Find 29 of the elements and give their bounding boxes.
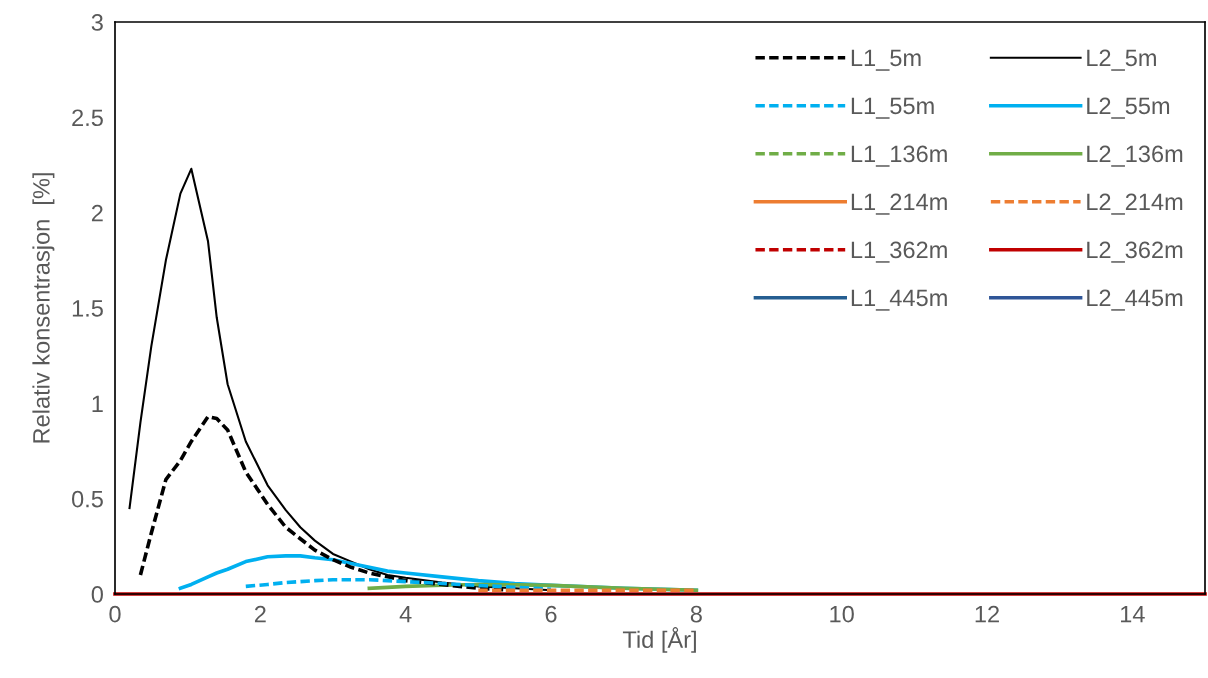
x-tick-label: 12 [975,605,999,623]
legend-label: L1_5m [851,49,921,71]
x-tick-label: 10 [830,605,854,623]
x-tick-label: 14 [1121,605,1145,623]
legend-label: L1_445m [851,289,947,311]
y-tick-label: 2 [91,204,103,222]
legend-label: L2_445m [1087,289,1183,311]
x-tick-label: 8 [690,605,702,623]
x-tick-label: 2 [254,605,266,623]
x-axis-title: Tid [År] [622,627,696,653]
x-tick-label: 0 [109,605,121,623]
legend-label: L1_362m [851,241,947,263]
legend-label: L2_214m [1087,193,1183,215]
y-tick-label: 1 [92,395,103,412]
x-tick-label: 6 [545,605,557,623]
legend-label: L2_55m [1087,97,1170,119]
legend-label: L1_214m [851,193,947,215]
y-axis-title: Relativ konsentrasjon [%] [32,173,55,443]
legend-label: L1_136m [851,145,947,167]
y-tick-label: 0.5 [71,490,103,508]
legend-label: L2_136m [1087,145,1183,167]
x-tick-label: 4 [399,605,412,623]
legend-label: L2_362m [1087,241,1183,263]
y-tick-label: 0 [91,586,103,603]
y-tick-label: 1.5 [72,300,103,317]
legend-label: L2_5m [1087,49,1156,71]
y-tick-label: 2.5 [72,109,103,127]
y-tick-label: 3 [91,14,103,31]
legend-label: L1_55m [851,97,934,119]
